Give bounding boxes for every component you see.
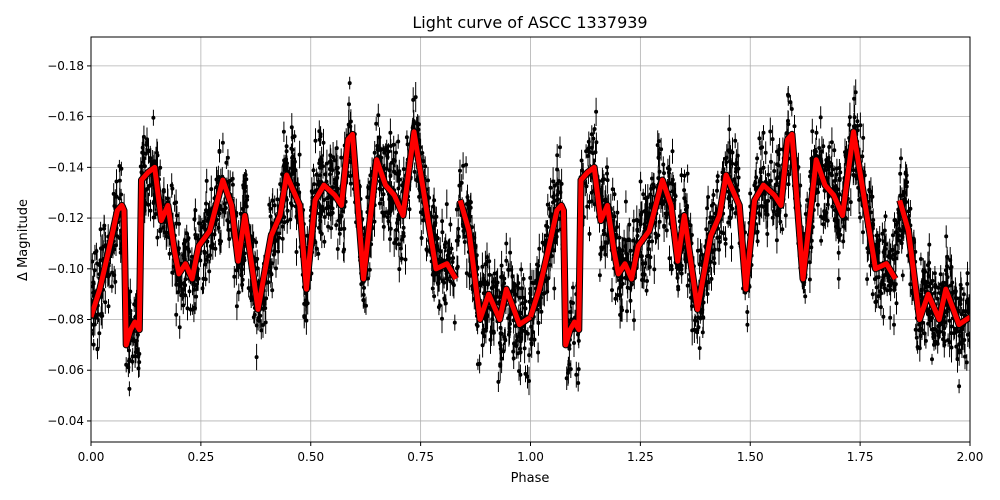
y-tick-label: −0.18 bbox=[47, 59, 84, 73]
y-tick-label: −0.10 bbox=[47, 262, 84, 276]
model-line bbox=[91, 129, 458, 348]
x-tick-label: 0.75 bbox=[407, 450, 434, 464]
x-tick-label: 1.00 bbox=[517, 450, 544, 464]
model-line bbox=[457, 199, 532, 328]
y-tick-label: −0.06 bbox=[47, 363, 84, 377]
y-axis-ticks: −0.18 −0.16 −0.14 −0.12 −0.10 −0.08 −0.06 −0.04 bbox=[47, 59, 91, 428]
x-tick-label: 2.00 bbox=[957, 450, 984, 464]
x-tick-label: 0.00 bbox=[78, 450, 105, 464]
y-tick-label: −0.16 bbox=[47, 110, 84, 124]
x-tick-label: 1.75 bbox=[847, 450, 874, 464]
model-line bbox=[528, 129, 898, 348]
x-tick-label: 1.50 bbox=[737, 450, 764, 464]
y-axis-label: Δ Magnitude bbox=[16, 199, 31, 281]
x-tick-label: 1.25 bbox=[627, 450, 654, 464]
model-curve bbox=[91, 128, 970, 349]
x-tick-label: 0.50 bbox=[297, 450, 324, 464]
y-tick-label: −0.14 bbox=[47, 160, 84, 174]
model-line bbox=[897, 199, 970, 328]
x-axis-label: Phase bbox=[511, 471, 550, 486]
y-tick-label: −0.12 bbox=[47, 211, 84, 225]
y-tick-label: −0.08 bbox=[47, 313, 84, 327]
x-tick-label: 0.25 bbox=[188, 450, 215, 464]
chart-title: Light curve of ASCC 1337939 bbox=[412, 13, 647, 32]
x-axis-ticks: 0.00 0.25 0.50 0.75 1.00 1.25 1.50 1.75 2.00 bbox=[78, 442, 984, 464]
y-tick-label: −0.04 bbox=[47, 414, 84, 428]
